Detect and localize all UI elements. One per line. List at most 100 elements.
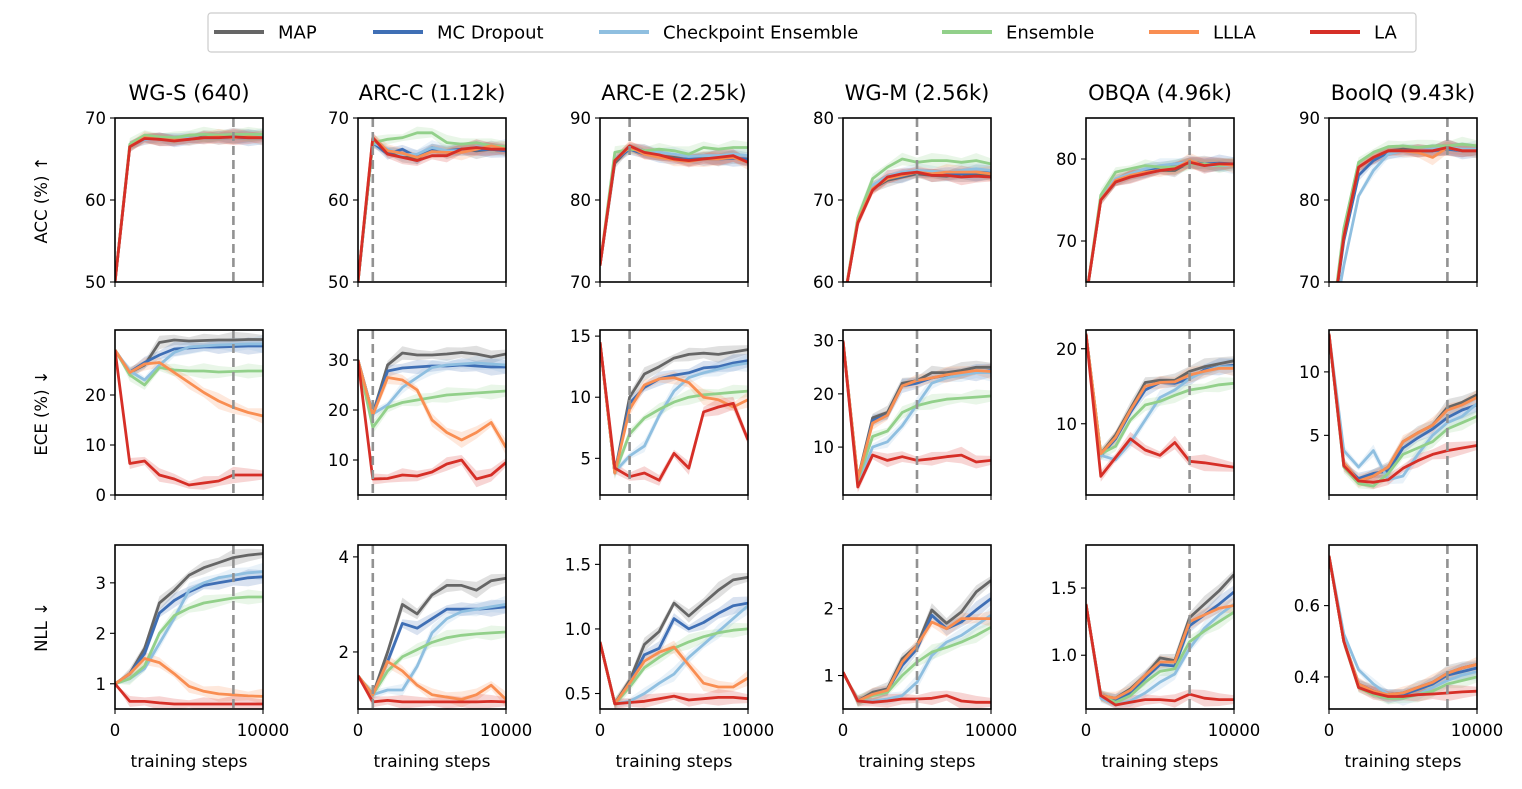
y-tick-label: 1.0 — [1051, 646, 1077, 665]
band-llla — [600, 640, 748, 708]
line-ensemble — [1329, 333, 1477, 488]
axes-frame — [842, 329, 992, 496]
band-llla — [1337, 141, 1477, 282]
y-tick-label: 2 — [339, 643, 350, 662]
legend-label-ensemble: Ensemble — [1006, 23, 1094, 44]
y-tick-label: 1 — [824, 667, 835, 686]
legend-entry-checkpoint-ensemble: Checkpoint Ensemble — [599, 23, 858, 44]
x-axis-label: training steps — [131, 752, 248, 772]
axes-frame — [599, 544, 749, 710]
y-tick-label: 1.5 — [1051, 579, 1077, 598]
x-tick-label: 0 — [110, 721, 121, 740]
plot-area — [115, 330, 263, 495]
band-llla — [1329, 333, 1477, 488]
y-tick-label: 10 — [1056, 415, 1077, 434]
axes-frame — [114, 329, 264, 496]
panel-r0-c1: 50 60 70 ARC-C (1.12k) — [328, 81, 507, 292]
line-llla — [1336, 146, 1477, 282]
panel-title: OBQA (4.96k) — [1088, 81, 1232, 105]
y-tick-label: 1.0 — [565, 620, 591, 639]
band-checkpoint-ensemble — [115, 128, 263, 282]
y-tick-label: 30 — [328, 351, 349, 370]
y-tick-label: 3 — [96, 574, 107, 593]
panel-r2-c5: 0.4 0.6 0 10000 training steps — [1294, 544, 1503, 772]
line-map — [358, 141, 506, 282]
legend-frame — [207, 12, 1417, 53]
y-tick-label: 0.4 — [1294, 668, 1320, 687]
band-map — [115, 127, 263, 282]
axes-frame — [114, 544, 264, 710]
axes-frame — [842, 544, 992, 710]
band-la — [1329, 333, 1477, 490]
line-checkpoint-ensemble — [358, 141, 506, 282]
y-tick-label: 10 — [1299, 363, 1320, 382]
band-map — [358, 573, 506, 701]
x-tick-label: 10000 — [480, 721, 533, 740]
panel-r2-c3: 1 2 0 10000 training steps — [824, 544, 1018, 772]
line-la — [115, 682, 263, 706]
x-tick-label: 10000 — [965, 721, 1018, 740]
panel-title: ARC-E (2.25k) — [601, 81, 746, 105]
band-llla — [115, 128, 263, 282]
y-tick-label: 2 — [96, 624, 107, 643]
y-tick-label: 80 — [570, 191, 591, 210]
y-tick-label: 20 — [813, 385, 834, 404]
plot-area — [358, 330, 506, 495]
plot-area — [115, 545, 263, 709]
line-la — [600, 144, 748, 266]
band-llla — [115, 350, 263, 424]
line-la — [1086, 603, 1234, 707]
line-ensemble — [358, 131, 506, 282]
legend-label-map: MAP — [278, 23, 317, 44]
line-checkpoint-ensemble — [358, 359, 506, 416]
panel-r0-c3: 60 70 80 WG-M (2.56k) — [813, 81, 992, 292]
line-la — [1087, 160, 1234, 282]
band-mc-dropout — [1086, 585, 1234, 706]
band-checkpoint-ensemble — [1340, 140, 1477, 282]
line-checkpoint-ensemble — [600, 342, 748, 474]
y-tick-label: 2 — [824, 600, 835, 619]
panel-r2-c1: 2 4 0 10000 training steps — [339, 544, 533, 772]
y-tick-label: 70 — [328, 109, 349, 128]
legend-label-la: LA — [1374, 23, 1397, 44]
band-map — [1088, 155, 1234, 282]
plot-area — [1329, 545, 1477, 709]
y-tick-label: 60 — [328, 191, 349, 210]
panel-r1-c1: 10 20 30 — [328, 329, 507, 500]
x-axis-label: training steps — [1102, 752, 1219, 772]
band-checkpoint-ensemble — [358, 138, 506, 282]
line-llla — [1086, 603, 1234, 700]
line-ensemble — [358, 630, 506, 697]
row-label-acc: ACC (%) ↑ — [32, 157, 51, 244]
x-tick-label: 0 — [838, 721, 849, 740]
line-la — [600, 342, 748, 482]
y-tick-label: 1 — [96, 675, 107, 694]
line-map — [1336, 146, 1477, 282]
legend-label-llla: LLLA — [1213, 23, 1256, 44]
band-ensemble — [846, 152, 991, 282]
plot-area — [115, 118, 263, 282]
y-tick-label: 70 — [813, 191, 834, 210]
band-la — [600, 641, 748, 709]
band-la — [115, 128, 263, 282]
y-tick-label: 60 — [85, 191, 106, 210]
row-label-ece: ECE (%) ↓ — [32, 370, 51, 455]
axes-frame — [1085, 544, 1235, 710]
band-llla — [358, 655, 506, 708]
line-checkpoint-ensemble — [115, 135, 263, 282]
legend: MAP MC Dropout Checkpoint Ensemble Ensemble… — [207, 12, 1417, 53]
band-map — [115, 331, 263, 378]
line-llla — [1086, 333, 1234, 456]
y-tick-label: 10 — [813, 438, 834, 457]
y-tick-label: 20 — [1056, 340, 1077, 359]
plot-area — [843, 545, 991, 709]
line-llla — [358, 660, 506, 701]
x-tick-label: 10000 — [237, 721, 290, 740]
band-map — [600, 342, 748, 479]
y-tick-label: 10 — [85, 436, 106, 455]
line-map — [115, 134, 263, 282]
line-la — [115, 349, 263, 487]
panel-title: WG-S (640) — [128, 81, 249, 105]
panel-r2-c4: 1.0 1.5 0 10000 training steps — [1051, 544, 1260, 772]
line-mc-dropout — [115, 136, 263, 282]
